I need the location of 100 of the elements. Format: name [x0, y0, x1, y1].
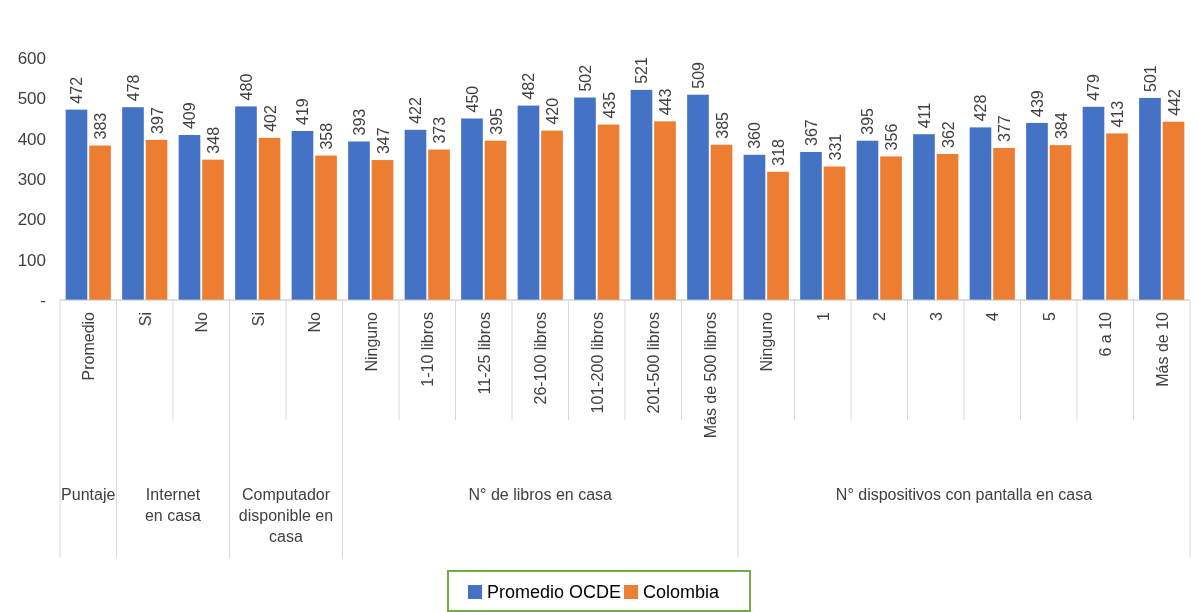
data-label: 356 — [883, 123, 901, 151]
data-label: 393 — [350, 108, 368, 136]
y-tick-label: 400 — [17, 129, 46, 149]
data-label: 348 — [205, 126, 223, 154]
data-label: 360 — [746, 122, 764, 149]
bar — [1049, 145, 1072, 300]
bar — [1139, 97, 1161, 300]
bar — [541, 130, 563, 300]
y-tick-label: 500 — [17, 89, 46, 109]
bar — [371, 160, 394, 300]
x-tick-label: Si — [136, 312, 154, 327]
data-label: 383 — [92, 112, 110, 140]
x-tick-label: 26-100 libros — [532, 312, 550, 405]
data-label: 402 — [261, 105, 279, 132]
bar — [880, 156, 902, 300]
data-label: 395 — [859, 107, 877, 135]
legend-label: Colombia — [643, 582, 721, 602]
x-tick-label: 201-500 libros — [645, 312, 663, 414]
data-label: 358 — [318, 122, 336, 150]
bar — [517, 105, 540, 300]
y-tick-label: 300 — [17, 169, 46, 189]
text: N° de libros en casa — [468, 486, 613, 503]
bar — [202, 159, 224, 300]
data-label: 478 — [124, 74, 142, 102]
data-label: 373 — [431, 116, 449, 144]
data-label: 501 — [1141, 65, 1159, 92]
x-tick-label: 101-200 libros — [588, 312, 606, 414]
bar — [145, 139, 168, 300]
bar — [654, 121, 676, 300]
bar — [235, 106, 257, 300]
bar — [767, 171, 789, 300]
data-label: 420 — [544, 97, 562, 125]
x-tick-label: 11-25 libros — [475, 312, 493, 395]
data-label: 439 — [1028, 90, 1046, 117]
bar — [743, 154, 766, 300]
bar — [687, 94, 709, 300]
bar — [178, 135, 201, 300]
text: Internet en casa — [144, 486, 202, 524]
bar — [315, 155, 337, 300]
data-label: 411 — [915, 102, 933, 129]
x-tick-label: Promedio — [80, 311, 98, 381]
data-label: 397 — [148, 107, 166, 134]
bar — [993, 147, 1015, 300]
bar — [291, 131, 314, 300]
bar — [823, 166, 846, 300]
x-tick-label: 1 — [814, 311, 832, 321]
legend-label: Promedio OCDE — [487, 582, 622, 602]
bar — [1162, 121, 1185, 300]
data-label: 347 — [374, 127, 392, 155]
data-label: 472 — [68, 76, 86, 104]
data-label: 419 — [294, 98, 312, 125]
x-tick-label: 3 — [927, 311, 945, 321]
bar — [597, 124, 620, 300]
bar — [89, 145, 111, 300]
data-label: 479 — [1085, 74, 1103, 101]
bar — [1082, 106, 1105, 300]
bar — [348, 141, 370, 300]
x-tick-label: Más de 500 libros — [701, 312, 719, 439]
data-label: 395 — [487, 107, 505, 135]
data-label: 377 — [996, 115, 1014, 142]
data-label: 428 — [972, 94, 990, 122]
x-tick-label: Ninguno — [758, 311, 776, 372]
x-tick-label: 2 — [871, 311, 889, 321]
data-label: 422 — [407, 97, 425, 124]
bar — [122, 107, 144, 300]
x-tick-label: Ninguno — [362, 311, 380, 372]
bar — [258, 137, 281, 300]
x-tick-label: 5 — [1040, 311, 1058, 321]
bar — [630, 89, 653, 300]
bar — [461, 118, 483, 300]
data-label: 450 — [463, 85, 481, 113]
data-label: 442 — [1165, 88, 1183, 116]
data-label: 521 — [633, 57, 651, 84]
data-label: 502 — [576, 64, 594, 92]
text: Puntaje — [61, 486, 116, 503]
text: N° dispositivos con pantalla en casa — [835, 486, 1093, 503]
x-tick-label: Más de 10 — [1153, 311, 1171, 387]
data-label: 509 — [689, 61, 707, 89]
data-label: 482 — [520, 72, 538, 100]
bar — [936, 153, 959, 300]
data-label: 385 — [713, 111, 731, 139]
bar — [65, 109, 88, 300]
bar — [1026, 122, 1048, 300]
data-label: 384 — [1052, 112, 1070, 140]
x-tick-label: 6 a 10 — [1097, 311, 1115, 357]
data-label: 318 — [770, 138, 788, 166]
data-label: 331 — [826, 133, 844, 161]
bar — [1106, 133, 1128, 300]
x-tick-label: No — [193, 311, 211, 333]
bar — [913, 134, 935, 300]
text: Computador disponible en casa — [238, 486, 334, 545]
bar — [574, 97, 596, 300]
y-tick-label: 100 — [17, 250, 46, 270]
data-label: 443 — [657, 88, 675, 116]
x-tick-label: 4 — [984, 311, 1002, 321]
y-tick-label: 200 — [17, 210, 46, 230]
bar — [856, 140, 879, 300]
data-label: 413 — [1109, 100, 1127, 128]
y-tick-label: - — [40, 290, 46, 310]
bar — [969, 127, 992, 300]
